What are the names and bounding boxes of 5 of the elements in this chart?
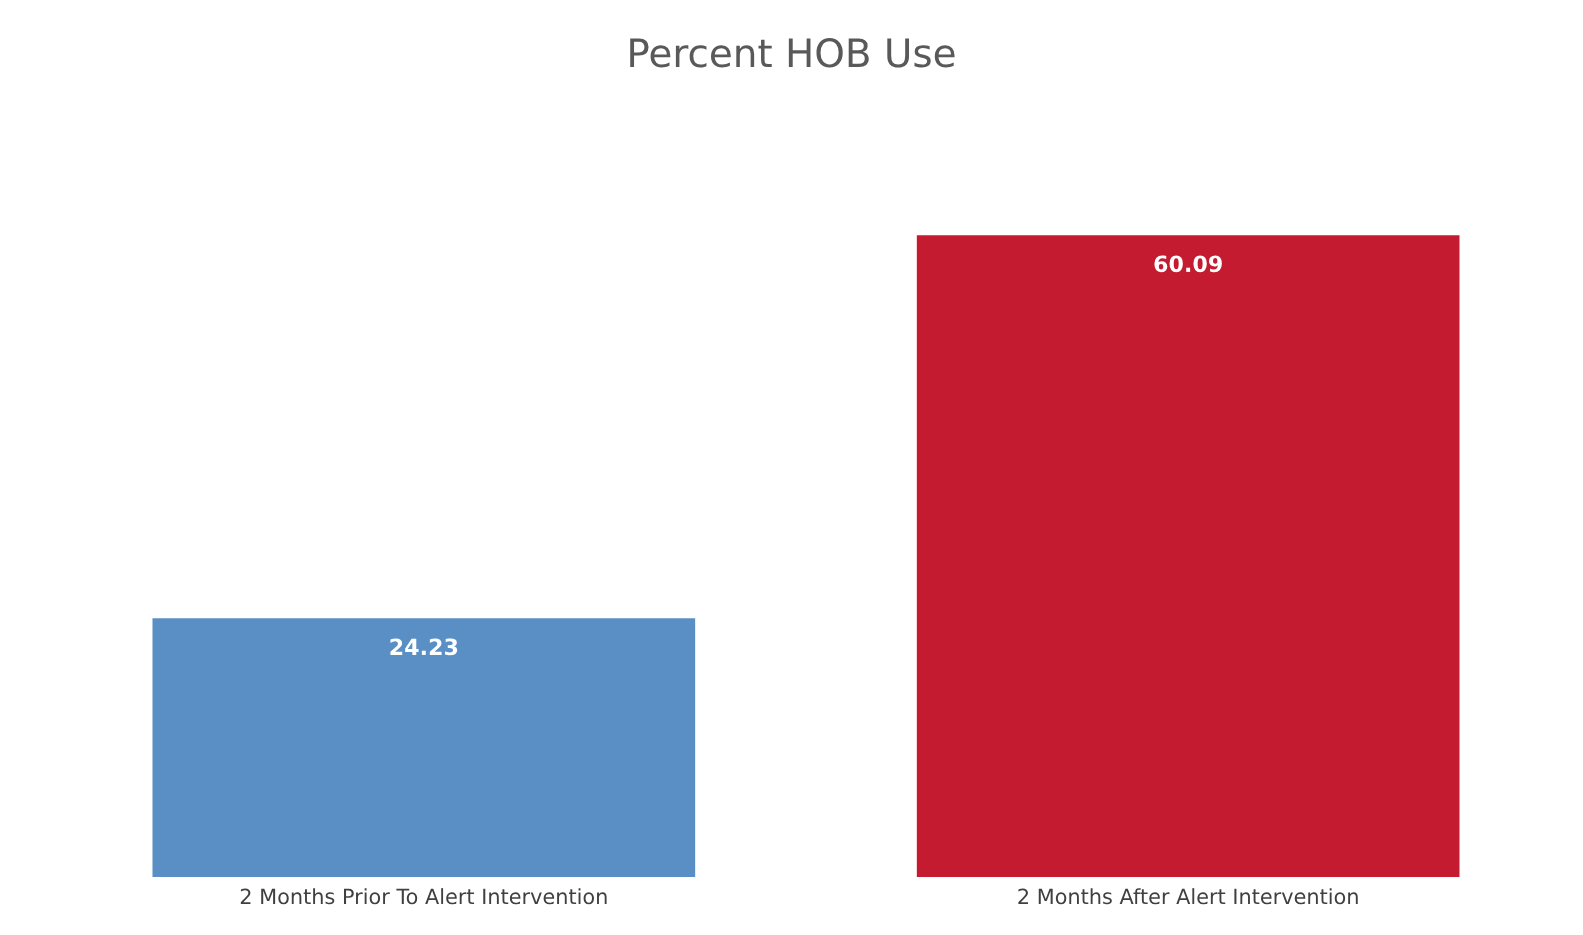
data-label: 60.09 [1154,255,1222,273]
chart-title: Percent HOB Use [630,38,955,68]
x-tick-label: 2 Months After Alert Intervention [1018,888,1358,905]
x-tick-label: 2 Months Prior To Alert Intervention [240,888,607,905]
data-label: 24.23 [390,638,458,656]
